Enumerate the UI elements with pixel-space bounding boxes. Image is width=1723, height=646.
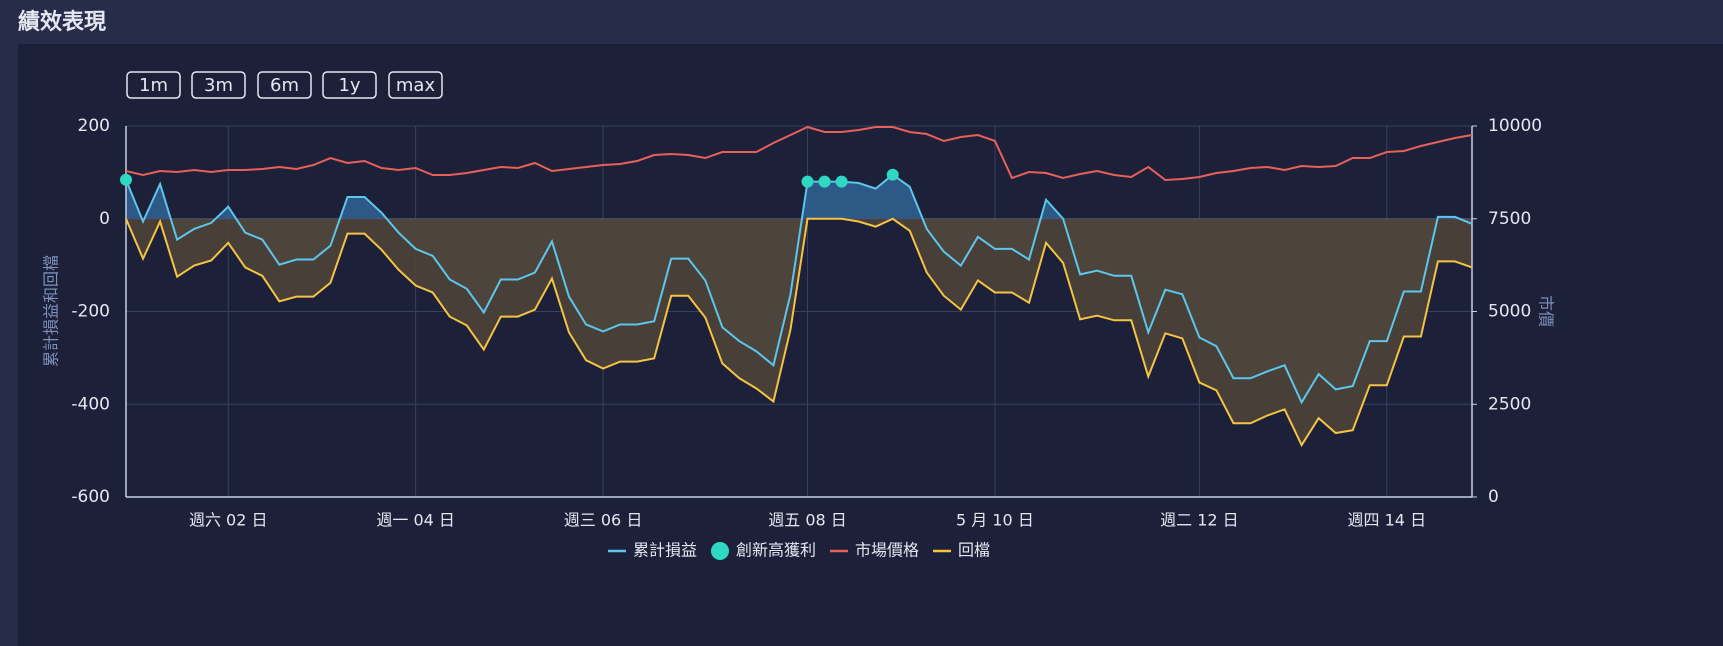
y2-tick-label: 7500 [1488,209,1531,229]
area [126,218,1472,446]
x-tick-label: 週三 06 日 [564,511,643,530]
button-label: 1m [139,75,168,96]
y2-axis-label: 市價 [1537,295,1556,327]
new-high-dot [835,175,848,188]
button-label: 3m [204,75,233,96]
legend-item[interactable]: 回檔 [933,541,990,560]
y-tick-label: -200 [71,302,110,322]
panel-title: 績效表現 [18,9,106,35]
y2-tick-label: 5000 [1488,302,1531,322]
y-axis-label: 累計損益和回檔 [42,255,61,367]
y-tick-label: 200 [78,116,110,136]
legend: 累計損益 創新高獲利 市場價格 回檔 [607,541,990,561]
legend-label: 累計損益 [633,541,697,560]
new-high-dot [886,168,899,181]
side-margin [0,44,18,646]
y-tick-label: 0 [99,209,110,229]
button-frame [322,71,377,99]
range-button[interactable]: 1y [322,71,377,99]
x-tick-label: 5 月 10 日 [956,511,1034,530]
button-frame [191,71,246,99]
x-tick-label: 週六 02 日 [189,511,268,530]
button-label: 6m [270,75,299,96]
range-button[interactable]: 6m [257,71,312,99]
x-tick-label: 週一 04 日 [376,511,455,530]
legend-swatch [710,542,729,560]
y-tick-label: -400 [71,394,110,414]
x-tick-label: 週四 14 日 [1348,511,1427,530]
button-frame [257,71,312,99]
series-line [125,217,1473,448]
legend-label: 回檔 [958,541,990,560]
x-tick-label: 週二 12 日 [1160,511,1239,530]
legend-item[interactable]: 市場價格 [830,541,919,560]
chart-panel [18,44,1723,646]
range-button[interactable]: 1m [126,71,181,99]
series-line [125,125,1473,182]
button-label: 1y [338,75,360,96]
legend-label: 創新高獲利 [736,541,816,560]
y-tick-label: -600 [71,487,110,507]
y2-tick-label: 10000 [1488,116,1542,136]
button-frame [126,71,181,99]
range-button[interactable]: max [388,71,443,99]
range-button[interactable]: 3m [191,71,246,99]
new-high-dot [801,175,814,188]
series-line [125,173,1473,405]
legend-label: 市場價格 [855,541,919,560]
y2-tick-label: 0 [1488,487,1499,507]
header-bar [0,0,1723,44]
button-frame [388,71,443,99]
legend-item[interactable]: 創新高獲利 [710,541,816,561]
x-tick-label: 週五 08 日 [768,511,847,530]
button-label: max [396,75,436,96]
new-high-dot [818,175,831,188]
new-high-dot [120,173,132,186]
y2-tick-label: 2500 [1488,394,1531,414]
legend-item[interactable]: 累計損益 [607,541,697,560]
